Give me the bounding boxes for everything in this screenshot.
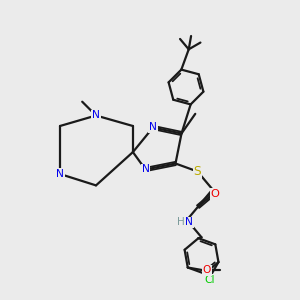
Text: N: N <box>92 110 100 121</box>
Text: Cl: Cl <box>204 275 215 285</box>
Text: S: S <box>194 165 201 178</box>
Text: H: H <box>177 218 185 227</box>
Text: N: N <box>149 122 157 133</box>
Text: O: O <box>203 266 211 275</box>
Text: N: N <box>142 164 149 175</box>
Text: O: O <box>211 189 219 199</box>
Text: N: N <box>56 169 64 179</box>
Text: N: N <box>185 218 193 227</box>
